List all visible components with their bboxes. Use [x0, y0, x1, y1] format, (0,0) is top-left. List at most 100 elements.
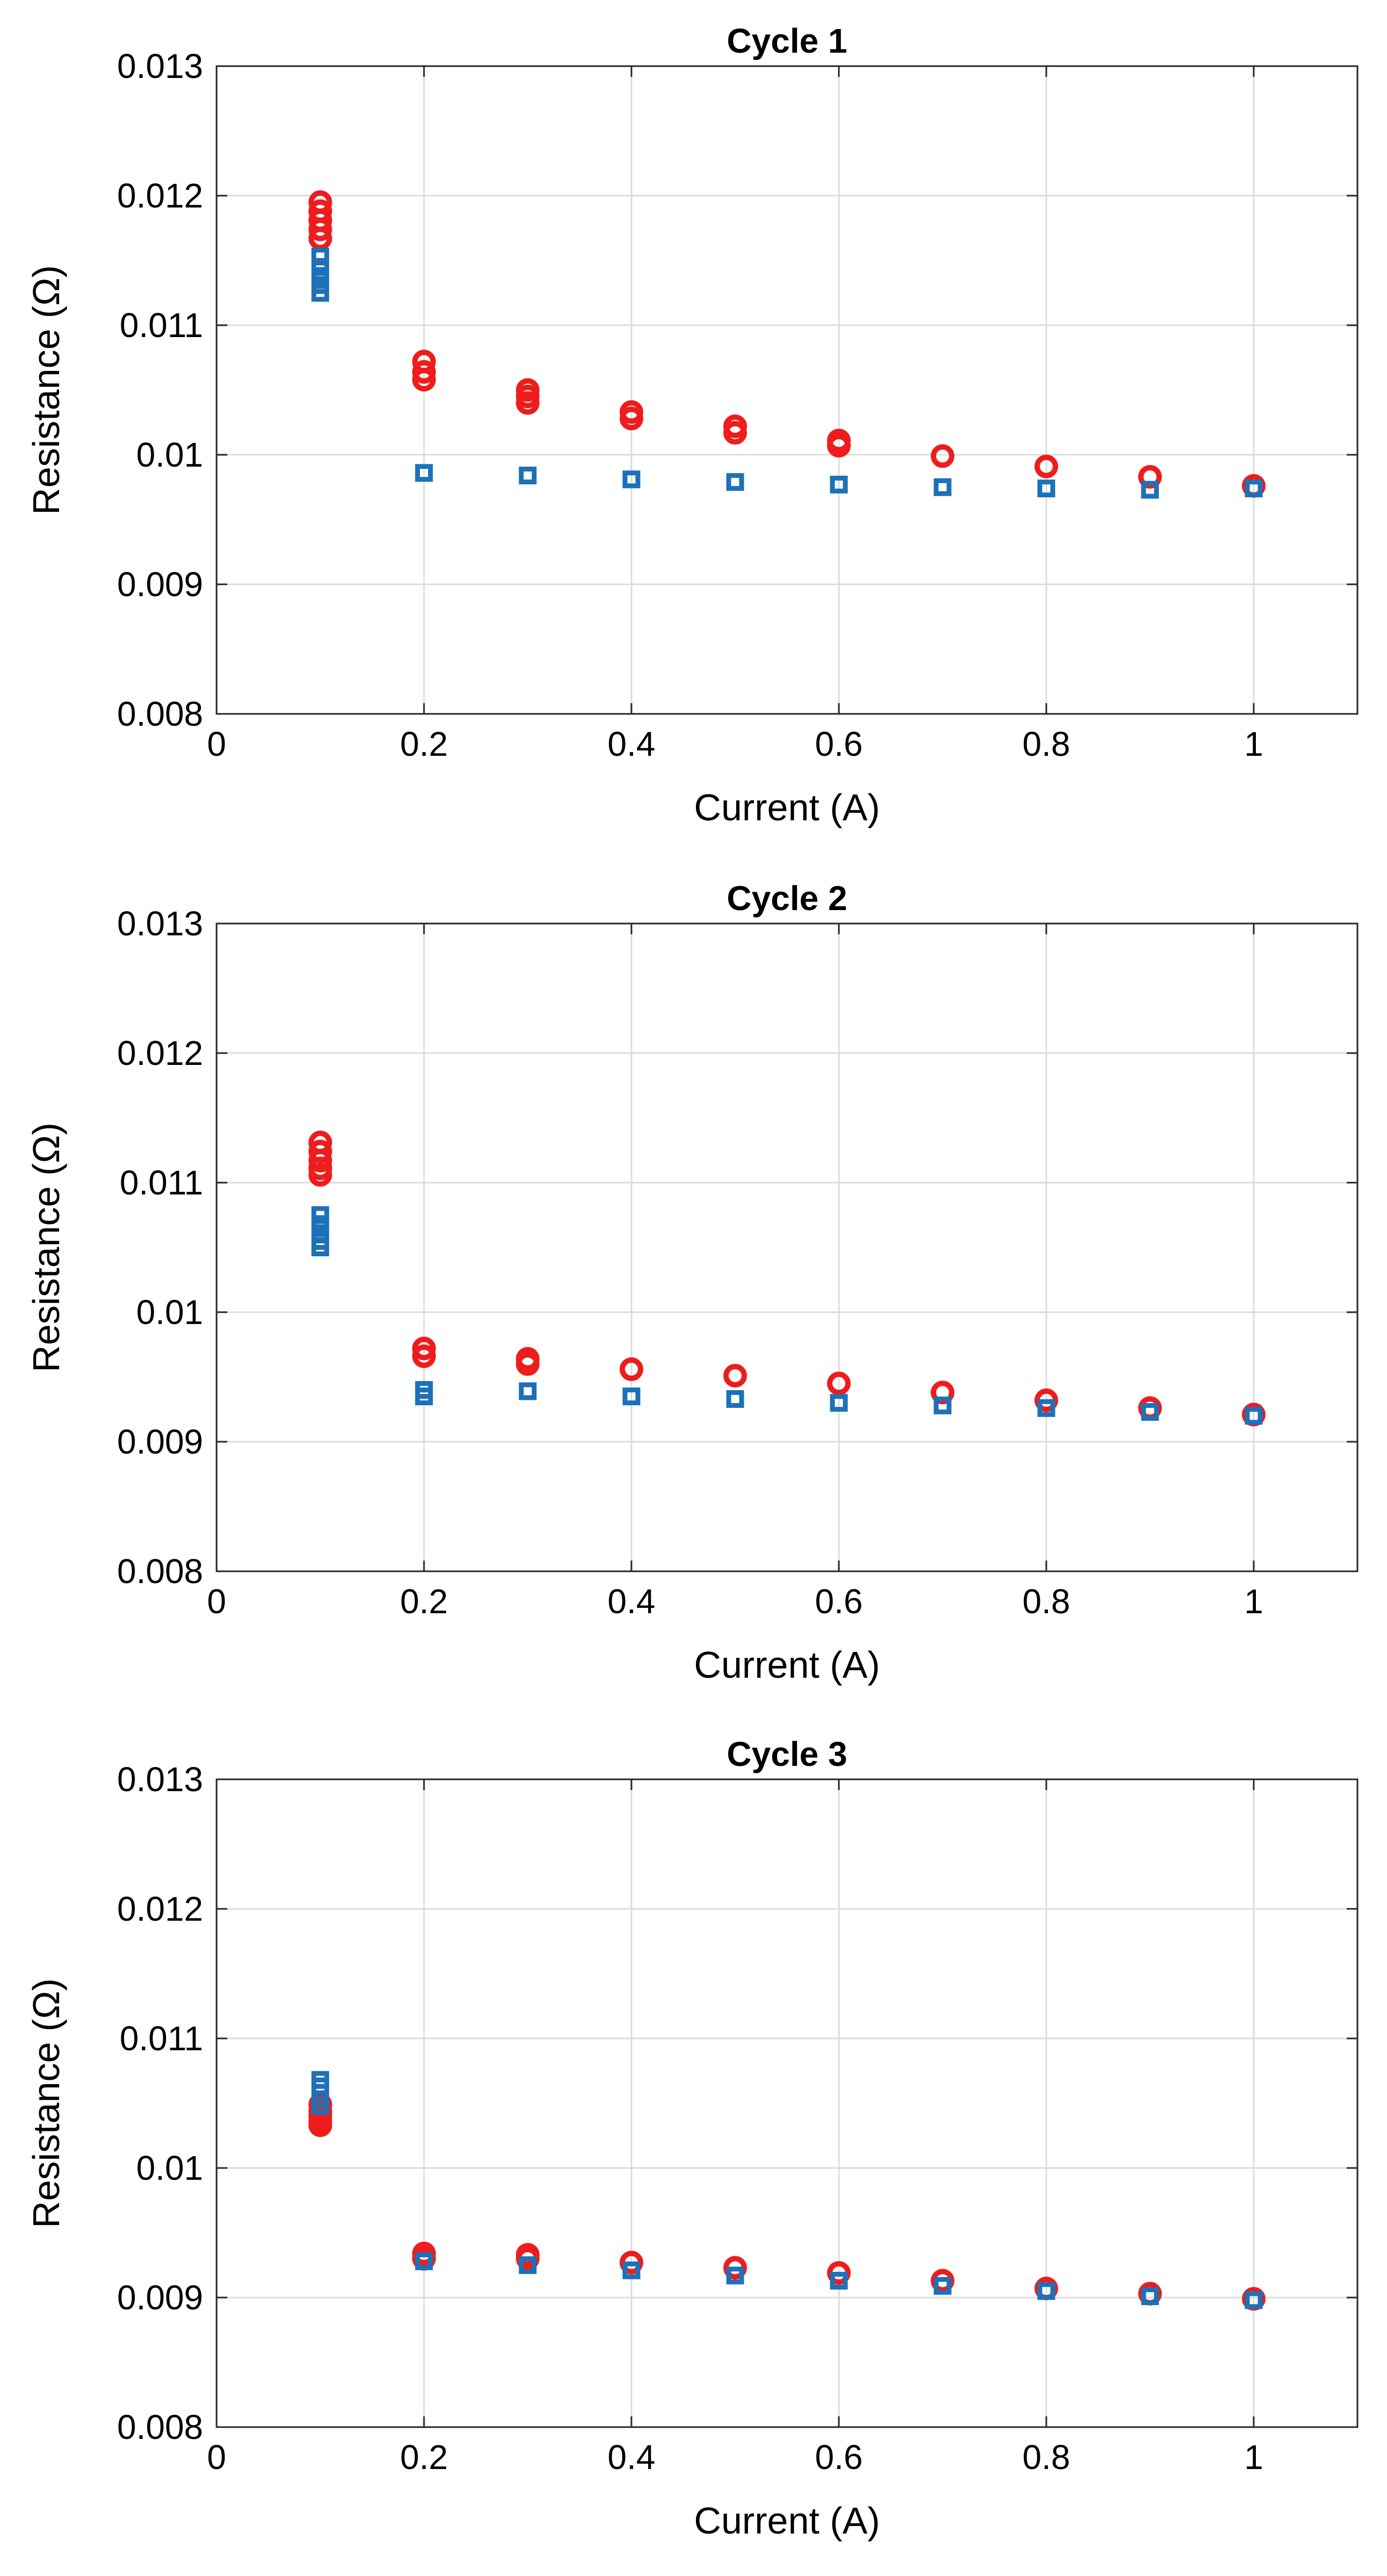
square-point: [519, 2256, 537, 2274]
square-point: [311, 1215, 329, 1233]
circle-point: [723, 2256, 747, 2280]
circle-point: [931, 1380, 954, 1405]
y-tick-label: 0.009: [117, 565, 203, 604]
chart-title: Cycle 1: [727, 22, 847, 60]
circle-point: [308, 217, 332, 241]
plot-area: [217, 66, 1357, 714]
chart-title: Cycle 2: [727, 879, 847, 918]
square-point: [311, 247, 329, 266]
chart-panel-2: 0 0.2 0.4 0.6 0.8 1 0.008 0.009 0.01 0.011 0.012 0.…: [25, 879, 1359, 1686]
circle-point: [308, 1149, 332, 1173]
circle-point: [1138, 464, 1162, 489]
circle-point: [931, 2269, 954, 2293]
circle-point: [620, 2250, 643, 2274]
y-tick-label: 0.008: [117, 1552, 203, 1591]
x-tick-label: 0.4: [608, 725, 656, 763]
square-point: [415, 464, 433, 482]
x-tick-label: 0.6: [815, 1582, 863, 1621]
x-tick-label: 0.8: [1023, 2438, 1070, 2477]
circle-point: [827, 2261, 851, 2285]
x-tick-label: 0.8: [1023, 1582, 1070, 1621]
y-axis-label: Resistance (Ω): [25, 1978, 67, 2228]
y-tick-label: 0.01: [136, 435, 203, 474]
square-point: [311, 1239, 329, 1256]
square-point: [726, 1390, 744, 1408]
square-point: [415, 1387, 433, 1406]
circle-point: [308, 226, 332, 251]
square-point: [1245, 480, 1263, 498]
square-point: [311, 1206, 329, 1224]
circle-point: [516, 1352, 540, 1376]
x-tick-label: 0.4: [608, 2438, 656, 2477]
x-tick-label: 0.4: [608, 1582, 656, 1621]
circle-point: [412, 368, 436, 392]
square-point: [1141, 1403, 1159, 1421]
square-point: [1037, 1399, 1055, 1417]
circle-point: [412, 360, 436, 384]
y-axis-label: Resistance (Ω): [25, 265, 67, 515]
square-point: [311, 267, 329, 285]
x-tick-label: 0.6: [815, 725, 863, 763]
y-tick-label: 0.013: [117, 1760, 203, 1799]
x-tick-label: 0.2: [400, 1582, 448, 1621]
axes-box: [215, 65, 1359, 715]
square-point: [1141, 481, 1159, 499]
x-tick-label: 0.2: [400, 2438, 448, 2477]
plot-area: [217, 924, 1357, 1571]
square-point: [1245, 2291, 1263, 2309]
square-point: [622, 1387, 641, 1406]
y-tick-label: 0.009: [117, 2278, 203, 2317]
square-point: [726, 473, 744, 491]
circle-point: [1034, 1388, 1058, 1412]
chart-panel-1: 0 0.2 0.4 0.6 0.8 1 0.008 0.009 0.01 0.011 0.012 0.…: [25, 22, 1359, 828]
square-point: [933, 2277, 952, 2295]
square-point: [415, 2252, 433, 2271]
square-point: [1037, 2282, 1055, 2300]
x-axis-label: Current (A): [694, 786, 880, 828]
x-tick-label: 1: [1244, 725, 1263, 763]
circle-point: [516, 2246, 540, 2271]
square-point: [933, 1397, 952, 1415]
circle-point: [723, 421, 747, 445]
y-tick-label: 0.011: [120, 1163, 203, 1202]
x-tick-label: 0.6: [815, 2438, 863, 2477]
circle-point: [1034, 454, 1058, 478]
square-point: [1245, 1407, 1263, 1425]
square-point: [311, 2096, 329, 2115]
square-point: [933, 478, 952, 496]
square-point: [1037, 480, 1055, 498]
x-tick-label: 0.2: [400, 725, 448, 763]
y-axis-label: Resistance (Ω): [25, 1122, 67, 1372]
y-tick-label: 0.008: [117, 695, 203, 733]
circle-point: [827, 434, 851, 458]
plot-area: [217, 1779, 1357, 2427]
square-point: [830, 2272, 848, 2290]
circle-point: [931, 444, 954, 468]
y-tick-label: 0.012: [117, 1034, 203, 1072]
square-point: [519, 467, 537, 485]
x-tick-label: 0: [207, 2438, 226, 2477]
square-point: [830, 475, 848, 493]
y-tick-label: 0.011: [120, 2019, 203, 2058]
circle-point: [308, 1163, 332, 1187]
axes-box: [215, 922, 1359, 1572]
x-tick-label: 0: [207, 725, 226, 763]
x-tick-label: 0: [207, 1582, 226, 1621]
square-point: [519, 1382, 537, 1400]
circle-point: [620, 1357, 643, 1382]
y-tick-label: 0.013: [117, 47, 203, 85]
y-tick-label: 0.012: [117, 1890, 203, 1928]
circle-point: [723, 1364, 747, 1388]
x-tick-label: 1: [1244, 1582, 1263, 1621]
chart-title: Cycle 3: [727, 1735, 847, 1773]
x-tick-label: 1: [1244, 2438, 1263, 2477]
y-tick-label: 0.012: [117, 176, 203, 215]
y-tick-label: 0.009: [117, 1422, 203, 1461]
circle-point: [412, 1344, 436, 1368]
x-axis-label: Current (A): [694, 1644, 880, 1686]
square-point: [311, 284, 329, 302]
y-tick-label: 0.008: [117, 2408, 203, 2446]
axes-box: [215, 1778, 1359, 2428]
circle-point: [620, 406, 643, 431]
